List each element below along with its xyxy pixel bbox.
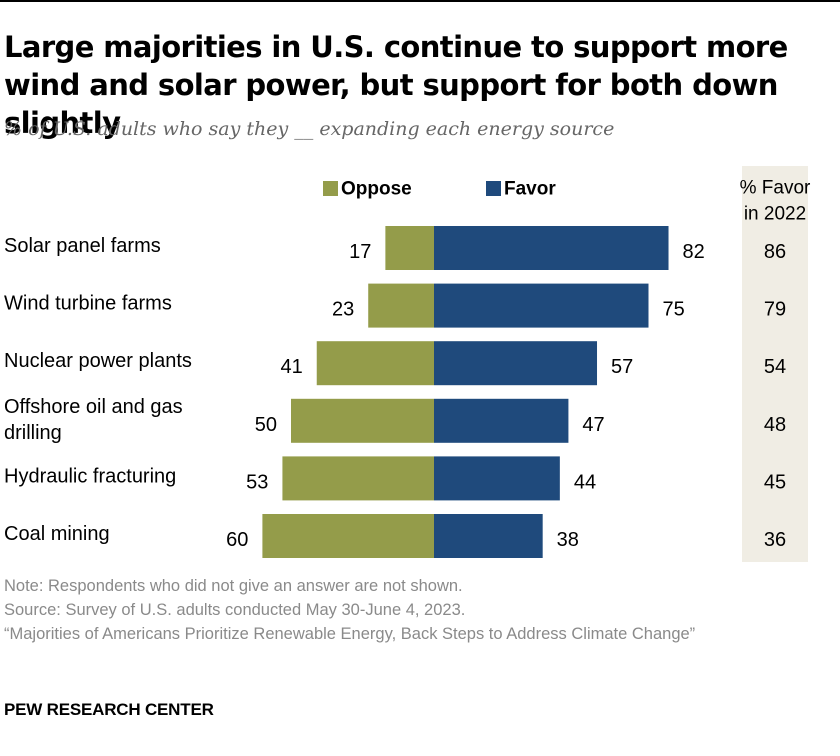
bar-favor: [434, 341, 598, 386]
bar-favor: [434, 283, 649, 328]
value-label-favor: 44: [574, 471, 596, 493]
note-text: Note: Respondents who did not give an an…: [4, 577, 463, 595]
report-title: “Majorities of Americans Prioritize Rene…: [4, 625, 696, 643]
brand-logo-text: PEW RESEARCH CENTER: [4, 700, 214, 719]
chart-title: Large majorities in U.S. continue to sup…: [4, 30, 788, 140]
bar-favor: [434, 226, 669, 270]
value-label-favor: 75: [663, 299, 685, 321]
favor-2022-column-bg: [742, 166, 808, 562]
chart-subtitle: % of U.S. adults who say they __ expandi…: [4, 118, 615, 140]
bar-oppose: [316, 341, 434, 386]
favor-2022-value: 36: [764, 529, 786, 551]
value-label-oppose: 60: [226, 529, 248, 551]
value-label-oppose: 53: [246, 471, 268, 493]
favor-2022-value: 48: [764, 414, 786, 436]
legend-label-favor: Favor: [504, 179, 556, 200]
legend-swatch-favor: [486, 181, 501, 196]
bar-oppose: [282, 456, 434, 501]
bar-favor: [434, 456, 560, 501]
value-label-favor: 47: [582, 414, 604, 436]
category-label-line: Offshore oil and gas: [4, 396, 183, 418]
value-label-oppose: 17: [349, 241, 371, 263]
source-text: Source: Survey of U.S. adults conducted …: [4, 601, 466, 619]
value-label-favor: 82: [683, 241, 705, 263]
category-label: Solar panel farms: [4, 235, 161, 257]
favor-2022-value: 86: [764, 241, 786, 263]
bar-oppose: [385, 226, 434, 270]
favor-2022-header-line: in 2022: [744, 204, 806, 225]
bar-favor: [434, 398, 569, 443]
legend-swatch-oppose: [323, 181, 338, 196]
favor-2022-value: 54: [764, 356, 786, 378]
category-label: Hydraulic fracturing: [4, 465, 176, 487]
bar-oppose: [291, 398, 434, 443]
bar-favor: [434, 514, 543, 558]
value-label-favor: 38: [557, 529, 579, 551]
category-label: Nuclear power plants: [4, 350, 192, 372]
top-rule: [0, 0, 840, 2]
value-label-favor: 57: [611, 356, 633, 378]
value-label-oppose: 50: [255, 414, 277, 436]
value-label-oppose: 23: [332, 299, 354, 321]
category-label: Coal mining: [4, 523, 110, 545]
favor-2022-value: 45: [764, 471, 786, 493]
bar-oppose: [262, 514, 434, 558]
favor-2022-value: 79: [764, 299, 786, 321]
value-label-oppose: 41: [280, 356, 302, 378]
category-label: Wind turbine farms: [4, 293, 172, 315]
diverging-bar-chart: % Favor in 2022 Oppose Favor Solar panel far…: [4, 166, 811, 562]
bar-oppose: [368, 283, 434, 328]
footnotes: Note: Respondents who did not give an an…: [4, 574, 824, 646]
legend-label-oppose: Oppose: [341, 179, 412, 200]
favor-2022-header-line: % Favor: [740, 178, 811, 199]
category-label-line: drilling: [4, 422, 62, 444]
